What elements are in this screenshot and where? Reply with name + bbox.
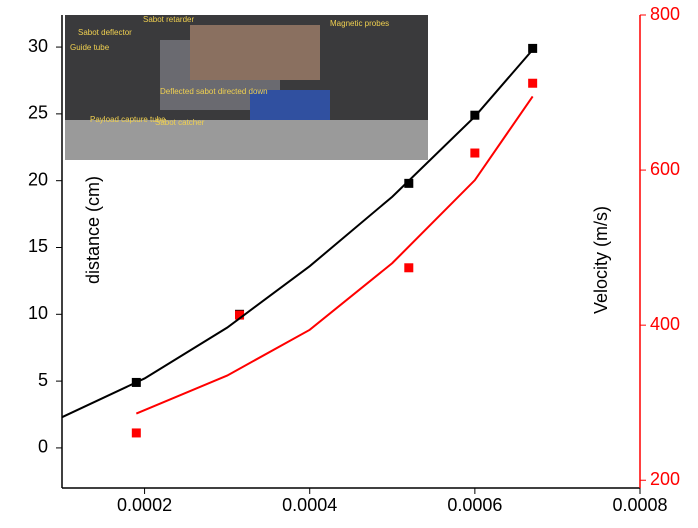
photo-annotation: Magnetic probes [330, 19, 389, 28]
y-tick-label: 20 [28, 169, 48, 189]
y-tick-label: 5 [38, 370, 48, 390]
photo-annotation: Deflected sabot directed down [160, 87, 268, 96]
data-point [132, 428, 141, 437]
photo-annotation: Sabot catcher [155, 118, 205, 127]
data-point [404, 263, 413, 272]
y-tick-label: 15 [28, 236, 48, 256]
y-tick-label: 0 [38, 437, 48, 457]
y2-tick-label: 800 [650, 4, 680, 24]
x-tick-label: 0.0008 [612, 495, 667, 515]
y2-axis-label: Velocity (m/s) [591, 206, 611, 314]
y-tick-label: 10 [28, 303, 48, 323]
y2-tick-label: 200 [650, 469, 680, 489]
data-point [528, 44, 537, 53]
photo-annotation: Guide tube [70, 43, 110, 52]
data-point [528, 79, 537, 88]
chart: distance (cm) Velocity (m/s) 0.0002 0.000… [0, 0, 698, 528]
page: {"chart_data": {"type": "scatter", "xlab… [0, 0, 698, 528]
photo-annotation: Sabot retarder [143, 15, 194, 24]
y2-tick-label: 600 [650, 159, 680, 179]
photo-annotation: Sabot deflector [78, 28, 132, 37]
y-tick-label: 25 [28, 103, 48, 123]
y2-tick-label: 400 [650, 314, 680, 334]
y-axis-label: distance (cm) [83, 176, 103, 284]
inset-photo-apparatus [190, 25, 320, 80]
x-tick-label: 0.0006 [447, 495, 502, 515]
x-tick-label: 0.0002 [117, 495, 172, 515]
data-point [470, 149, 479, 158]
x-tick-label: 0.0004 [282, 495, 337, 515]
inset-photo-table [65, 120, 428, 160]
y-tick-label: 30 [28, 36, 48, 56]
